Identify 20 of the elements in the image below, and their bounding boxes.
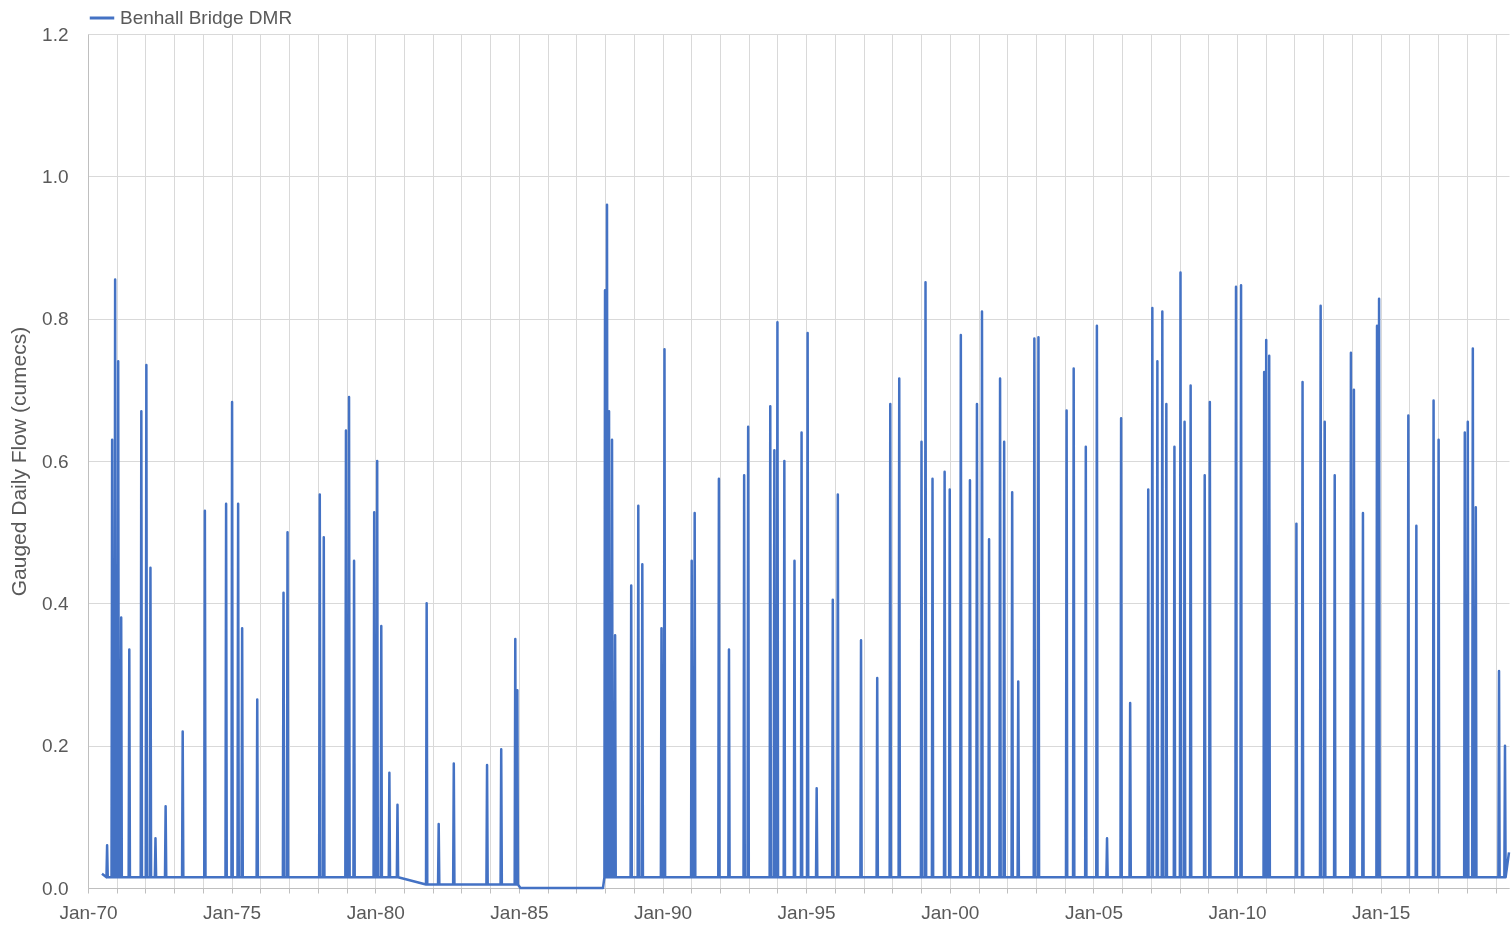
x-tick-label: Jan-15 bbox=[1352, 901, 1411, 923]
y-tick-label: 1.2 bbox=[42, 23, 69, 45]
legend-label: Benhall Bridge DMR bbox=[120, 7, 293, 28]
x-tick-label: Jan-70 bbox=[59, 901, 118, 923]
line-series bbox=[100, 203, 1511, 890]
y-tick-label: 0.4 bbox=[42, 592, 69, 614]
x-tick-label: Jan-00 bbox=[921, 901, 980, 923]
y-tick-label: 1.0 bbox=[42, 165, 69, 187]
y-tick-label: 0.2 bbox=[42, 735, 69, 757]
y-axis-title: Gauged Daily Flow (cumecs) bbox=[7, 326, 31, 597]
y-tick-label: 0.0 bbox=[42, 877, 69, 899]
x-tick-label: Jan-05 bbox=[1064, 901, 1123, 923]
x-tick-label: Jan-10 bbox=[1208, 901, 1267, 923]
y-tick-label: 0.8 bbox=[42, 308, 69, 330]
x-tick-label: Jan-75 bbox=[203, 901, 262, 923]
x-tick-label: Jan-80 bbox=[346, 901, 405, 923]
y-tick-label: 0.6 bbox=[42, 450, 69, 472]
x-tick-label: Jan-95 bbox=[777, 901, 836, 923]
x-tick-label: Jan-85 bbox=[490, 901, 549, 923]
x-tick-label: Jan-90 bbox=[633, 901, 693, 923]
